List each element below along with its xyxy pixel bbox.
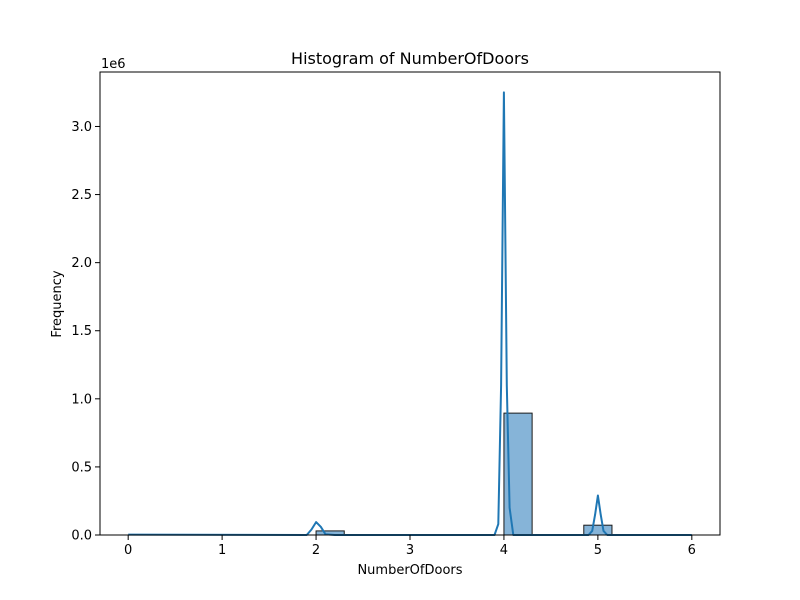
y-axis-offset-label: 1e6: [101, 57, 126, 72]
y-axis-label: Frequency: [50, 270, 65, 337]
chart-title: Histogram of NumberOfDoors: [291, 49, 529, 68]
y-tick-label: 2.5: [71, 188, 92, 203]
x-tick-label: 6: [688, 543, 696, 558]
x-tick-label: 0: [124, 543, 132, 558]
x-tick-label: 5: [594, 543, 602, 558]
x-axis-label: NumberOfDoors: [357, 563, 462, 578]
x-tick-label: 2: [312, 543, 320, 558]
plot-area-frame: [99, 71, 721, 536]
y-tick-label: 1.5: [71, 324, 92, 339]
kde-line: [128, 91, 692, 536]
y-tick-label: 0.0: [71, 529, 92, 544]
x-tick-label: 4: [500, 543, 508, 558]
y-tick-label: 0.5: [71, 460, 92, 475]
y-tick-label: 3.0: [71, 120, 92, 135]
y-tick-label: 2.0: [71, 256, 92, 271]
x-tick-label: 1: [218, 543, 226, 558]
x-tick-label: 3: [406, 543, 414, 558]
histogram-bar-2: [583, 524, 613, 536]
y-tick-label: 1.0: [71, 392, 92, 407]
